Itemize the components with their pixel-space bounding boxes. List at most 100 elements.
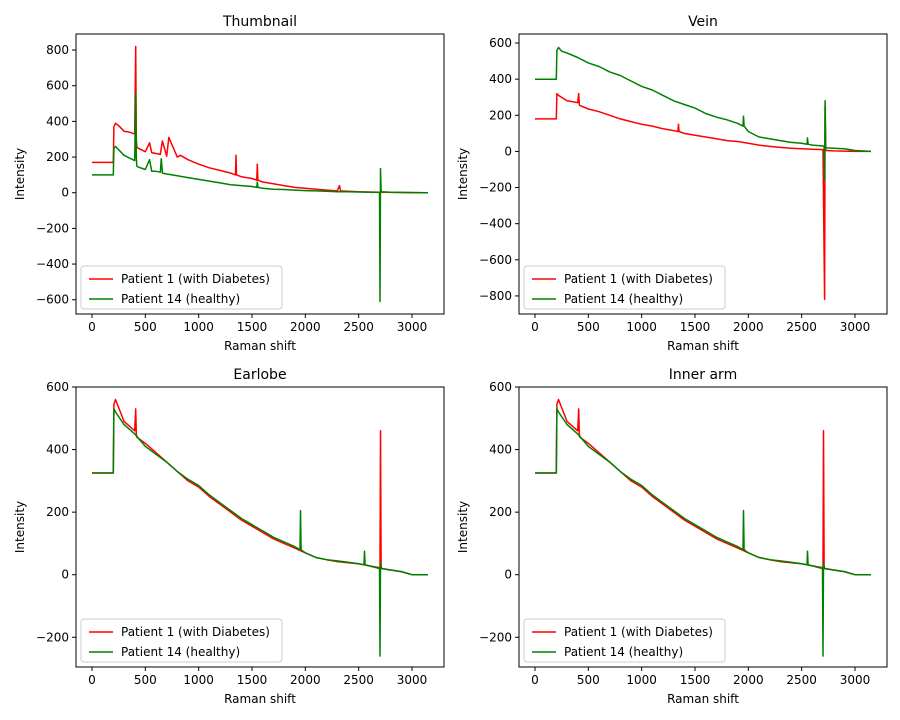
- ticks-group: 0 500 1000 1500 2000 2500 3000 −600 −400 −200 0 200…: [36, 43, 427, 334]
- x-tick-label: 1000: [626, 320, 657, 334]
- legend-label: Patient 1 (with Diabetes): [121, 272, 270, 286]
- plot-area: [92, 45, 429, 303]
- x-axis-label: Raman shift: [667, 692, 739, 706]
- x-tick-label: 2000: [290, 673, 321, 687]
- legend: Patient 1 (with Diabetes) Patient 14 (hea…: [523, 618, 726, 663]
- legend: Patient 1 (with Diabetes) Patient 14 (hea…: [80, 618, 283, 663]
- x-tick-label: 500: [577, 673, 600, 687]
- y-tick-label: 0: [504, 144, 512, 158]
- axes-frame: [518, 33, 888, 315]
- legend: Patient 1 (with Diabetes) Patient 14 (hea…: [80, 265, 283, 310]
- plot-area: [535, 46, 872, 301]
- x-tick-label: 1000: [626, 673, 657, 687]
- y-tick-label: −600: [479, 253, 512, 267]
- y-tick-label: −800: [479, 289, 512, 303]
- y-tick-label: −200: [479, 181, 512, 195]
- x-tick-label: 2500: [786, 320, 817, 334]
- x-tick-label: 3000: [840, 320, 871, 334]
- y-tick-label: 400: [46, 114, 69, 128]
- y-tick-label: 600: [489, 380, 512, 394]
- x-tick-label: 3000: [840, 673, 871, 687]
- axes-frame: [75, 386, 445, 668]
- legend-label: Patient 14 (healthy): [564, 645, 683, 659]
- legend-label: Patient 1 (with Diabetes): [121, 625, 270, 639]
- x-tick-label: 2500: [786, 673, 817, 687]
- x-tick-label: 500: [134, 673, 157, 687]
- y-axis-label: Intensity: [456, 501, 470, 553]
- y-tick-label: 400: [489, 72, 512, 86]
- axes-frame: [75, 33, 445, 315]
- series-line-patient-14: [92, 408, 428, 657]
- subplot-vein: Vein 0 500 1000 1500 2000 2500 3000−800−600−40…: [456, 14, 888, 353]
- x-axis-label: Raman shift: [667, 339, 739, 353]
- x-tick-label: 3000: [397, 320, 428, 334]
- x-axis-label: Raman shift: [224, 339, 296, 353]
- legend-label: Patient 14 (healthy): [121, 645, 240, 659]
- y-tick-label: −400: [36, 257, 69, 271]
- x-tick-label: 0: [88, 320, 96, 334]
- subplot-earlobe: Earlobe 0 500 1000 1500 2000 2500 3000 −200 0 200…: [13, 367, 445, 706]
- x-tick-label: 1000: [183, 673, 214, 687]
- y-tick-label: 0: [504, 568, 512, 582]
- plot-area: [92, 398, 428, 657]
- subplot-title: Earlobe: [233, 367, 286, 383]
- x-tick-label: 2000: [290, 320, 321, 334]
- subplot-title: Thumbnail: [222, 14, 297, 30]
- x-tick-label: 0: [531, 320, 539, 334]
- series-line-patient-1: [92, 398, 428, 576]
- x-tick-label: 0: [88, 673, 96, 687]
- y-tick-label: 0: [61, 568, 69, 582]
- plot-area: [535, 398, 871, 657]
- subplot-inner-arm: Inner arm 0 500 1000 1500 2000 2500 3000 −200 0 2…: [456, 367, 888, 706]
- x-tick-label: 1500: [680, 673, 711, 687]
- subplot-thumbnail: Thumbnail 0 500 1000 1500 2000 2500 3000 −600 −4…: [13, 14, 445, 353]
- ticks-group: 0 500 1000 1500 2000 2500 3000 −200 0 200 400 600: [36, 380, 427, 687]
- legend-box: [80, 265, 283, 310]
- x-tick-label: 2000: [733, 673, 764, 687]
- x-tick-label: 500: [134, 320, 157, 334]
- x-tick-label: 1500: [237, 320, 268, 334]
- y-tick-label: −600: [36, 293, 69, 307]
- x-axis-label: Raman shift: [224, 692, 296, 706]
- x-tick-label: 2500: [343, 320, 374, 334]
- y-tick-label: 200: [489, 505, 512, 519]
- legend-box: [523, 265, 726, 310]
- ticks-group: 0 500 1000 1500 2000 2500 3000 −800 −600 −400 −200…: [479, 36, 870, 334]
- y-tick-label: −200: [479, 630, 512, 644]
- series-line-patient-14: [535, 408, 871, 657]
- y-axis-label: Intensity: [456, 148, 470, 200]
- x-tick-label: 1500: [680, 320, 711, 334]
- y-tick-label: −400: [479, 217, 512, 231]
- x-tick-label: 2500: [343, 673, 374, 687]
- x-tick-label: 3000: [397, 673, 428, 687]
- y-tick-label: 200: [46, 150, 69, 164]
- x-tick-label: 2000: [733, 320, 764, 334]
- subplot-title: Inner arm: [669, 367, 737, 383]
- legend-box: [80, 618, 283, 663]
- series-line-patient-14: [92, 92, 429, 303]
- series-line-patient-1: [535, 398, 871, 576]
- series-line-patient-14: [535, 46, 872, 182]
- x-tick-label: 500: [577, 320, 600, 334]
- y-axis-label: Intensity: [13, 148, 27, 200]
- y-tick-label: 200: [46, 505, 69, 519]
- legend-label: Patient 1 (with Diabetes): [564, 272, 713, 286]
- legend-label: Patient 1 (with Diabetes): [564, 625, 713, 639]
- y-tick-label: 600: [46, 380, 69, 394]
- y-axis-label: Intensity: [13, 501, 27, 553]
- ticks-group: 0 500 1000 1500 2000 2500 3000 −200 0 200 400 600: [479, 380, 870, 687]
- series-line-patient-1: [535, 92, 871, 301]
- x-tick-label: 1000: [183, 320, 214, 334]
- x-tick-label: 1500: [237, 673, 268, 687]
- legend-label: Patient 14 (healthy): [121, 292, 240, 306]
- y-tick-label: 600: [46, 79, 69, 93]
- y-tick-label: 800: [46, 43, 69, 57]
- legend: Patient 1 (with Diabetes) Patient 14 (hea…: [523, 265, 726, 310]
- legend-box: [523, 618, 726, 663]
- y-tick-label: 400: [46, 443, 69, 457]
- y-tick-label: 400: [489, 443, 512, 457]
- y-tick-label: 600: [489, 36, 512, 50]
- y-tick-label: −200: [36, 221, 69, 235]
